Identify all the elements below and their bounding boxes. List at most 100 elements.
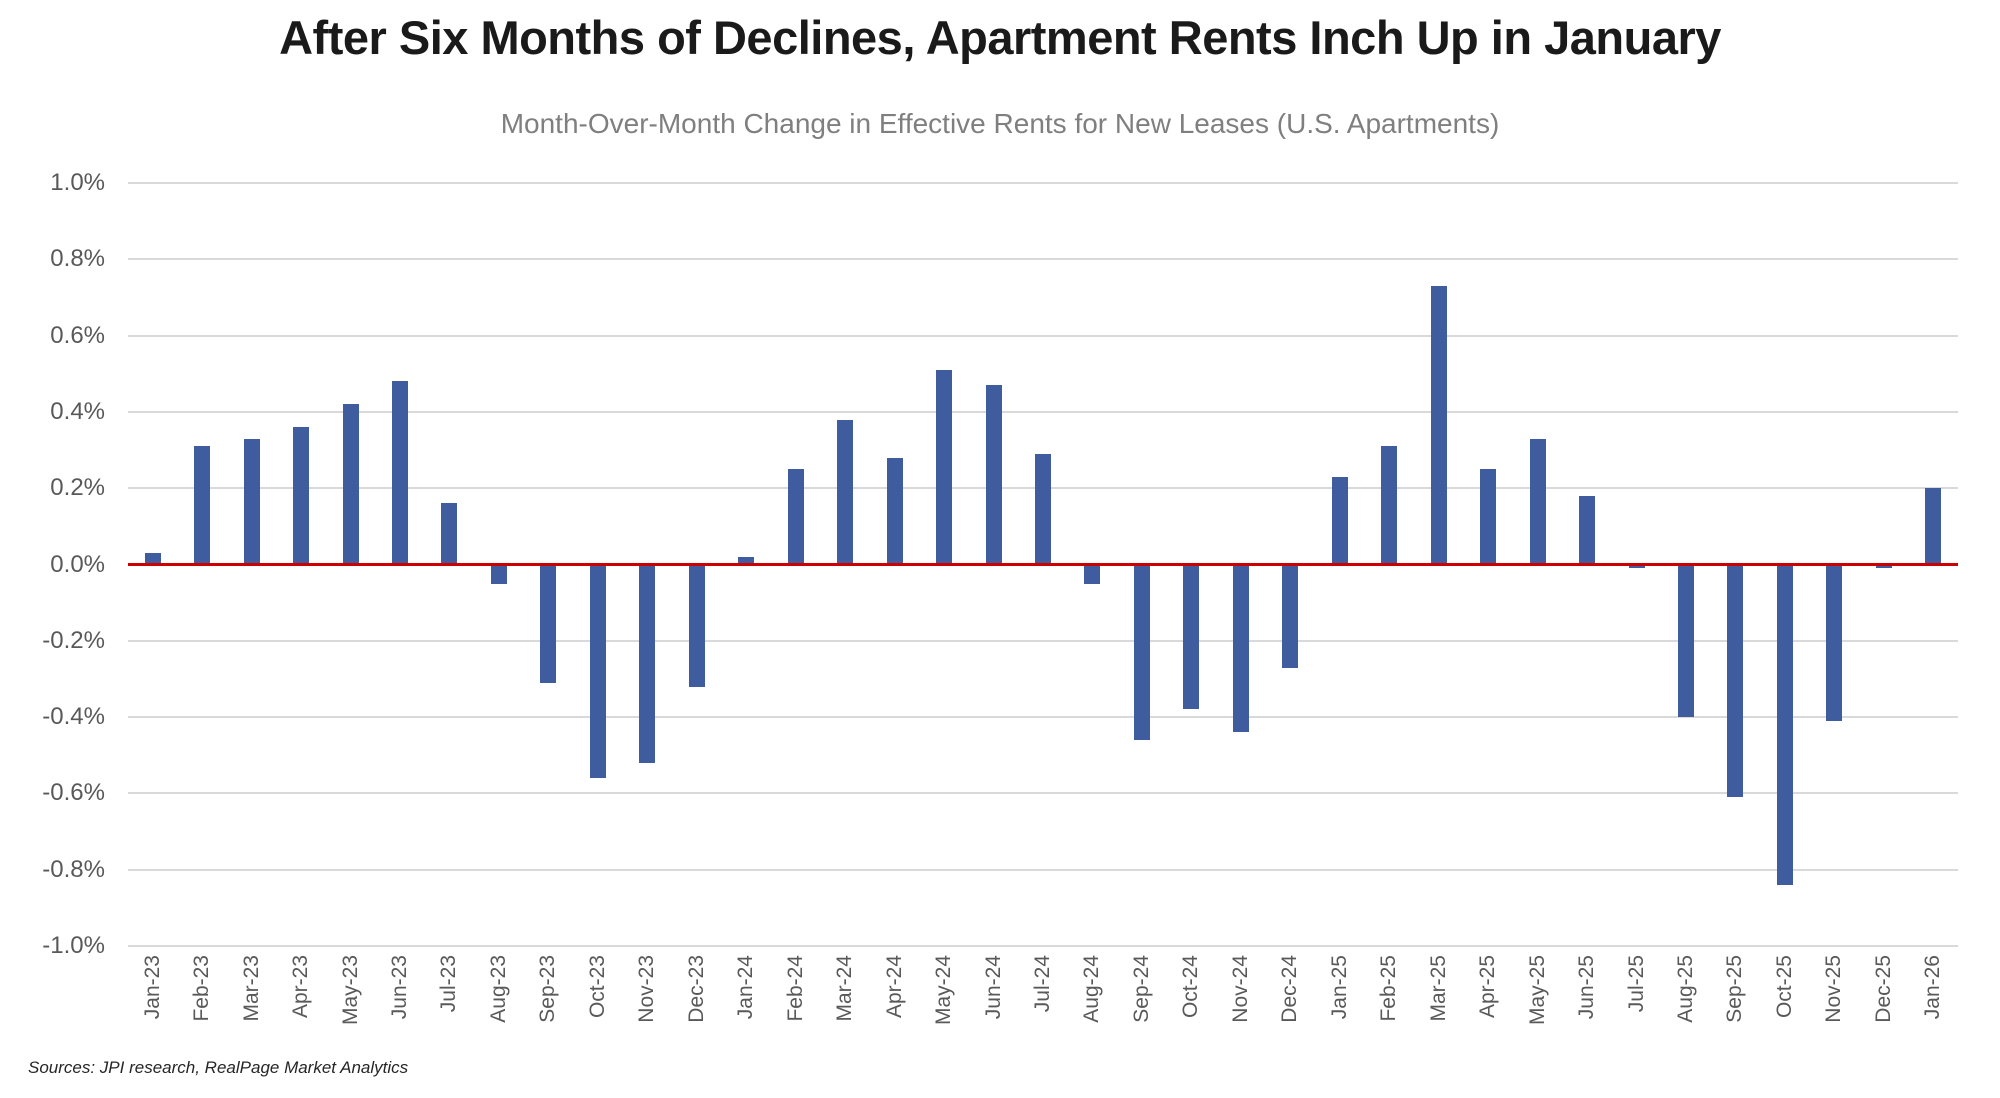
bar-Nov-25	[1826, 564, 1843, 721]
bar-Apr-25	[1480, 469, 1497, 565]
x-tick-label: May-24	[932, 955, 956, 1026]
y-tick-label: -0.8%	[42, 855, 105, 883]
x-tick-label: Jul-24	[1031, 955, 1054, 1013]
y-tick-label: -0.6%	[42, 779, 105, 807]
bar-Jan-23	[144, 553, 161, 565]
x-tick-label: Jan-25	[1327, 955, 1351, 1020]
gridline--0.8%	[128, 868, 1958, 871]
gridline-0.4%	[128, 410, 1958, 413]
gridline--0.4%	[128, 716, 1958, 719]
bar-May-23	[342, 404, 359, 565]
y-tick-label: 0.2%	[50, 474, 105, 502]
x-tick-label: Aug-25	[1673, 955, 1697, 1023]
source-note: Sources: JPI research, RealPage Market A…	[28, 1058, 409, 1077]
bar-Apr-24	[886, 457, 903, 565]
chart-title: After Six Months of Declines, Apartment …	[279, 11, 1721, 64]
x-tick-label: Sep-24	[1129, 955, 1153, 1023]
x-tick-label: May-25	[1525, 955, 1549, 1026]
x-tick-label: Apr-25	[1476, 955, 1500, 1019]
x-tick-label: Feb-23	[190, 955, 214, 1022]
gridline-0.8%	[128, 258, 1958, 261]
x-tick-label: May-23	[338, 955, 362, 1026]
bar-Jul-23	[441, 503, 458, 565]
x-tick-label: Jan-23	[140, 955, 164, 1020]
x-tick-label: Dec-24	[1278, 955, 1302, 1023]
bar-Sep-24	[1133, 564, 1150, 740]
x-tick-label: Dec-25	[1871, 955, 1895, 1023]
x-tick-label: Jun-25	[1575, 955, 1599, 1020]
x-tick-label: Jul-25	[1624, 955, 1648, 1013]
bar-May-24	[936, 369, 953, 565]
bar-Jun-25	[1579, 495, 1596, 565]
bar-Jan-26	[1925, 488, 1942, 565]
bar-Oct-25	[1776, 564, 1793, 885]
bar-Mar-23	[243, 438, 260, 565]
y-tick-label: 0.6%	[50, 321, 105, 349]
bar-Sep-25	[1727, 564, 1744, 798]
bar-Dec-24	[1282, 564, 1299, 668]
gridline-1.0%	[128, 182, 1958, 184]
x-tick-label: Aug-23	[486, 955, 510, 1023]
bar-Dec-25	[1875, 564, 1892, 569]
bar-Jul-25	[1628, 564, 1645, 569]
x-tick-label: Oct-23	[585, 955, 609, 1019]
x-tick-label: Jan-24	[734, 955, 758, 1020]
x-tick-label: Oct-24	[1179, 955, 1203, 1019]
x-tick-label: Jan-26	[1921, 955, 1945, 1020]
y-tick-label: 0.4%	[50, 397, 105, 425]
x-tick-label: Sep-25	[1723, 955, 1747, 1023]
bar-Aug-23	[490, 564, 507, 584]
chart-subtitle: Month-Over-Month Change in Effective Ren…	[500, 108, 1500, 139]
bar-Aug-24	[1084, 564, 1101, 584]
bar-Mar-24	[837, 419, 854, 565]
x-tick-label: Apr-23	[289, 955, 313, 1019]
bar-Oct-23	[589, 564, 606, 779]
bar-Oct-24	[1183, 564, 1200, 710]
x-tick-label: Jul-23	[437, 955, 461, 1013]
gridline-0.6%	[128, 334, 1958, 337]
x-tick-label: Sep-23	[536, 955, 560, 1023]
x-tick-label: Jun-23	[388, 955, 412, 1020]
x-tick-label: Feb-24	[783, 955, 807, 1022]
bar-Nov-23	[639, 564, 656, 763]
bar-Apr-23	[293, 427, 310, 565]
bar-Feb-25	[1381, 446, 1398, 565]
x-tick-label: Nov-25	[1822, 955, 1846, 1023]
bar-Feb-24	[787, 469, 804, 565]
bar-Sep-23	[540, 564, 557, 683]
bar-Dec-23	[688, 564, 705, 687]
bar-Jun-24	[985, 385, 1002, 565]
bar-Feb-23	[194, 446, 211, 565]
x-tick-label: Aug-24	[1080, 955, 1104, 1023]
bar-May-25	[1529, 438, 1546, 565]
x-tick-label: Dec-23	[684, 955, 708, 1023]
bar-Jan-24	[738, 556, 755, 565]
y-tick-label: 0.8%	[50, 245, 105, 273]
y-tick-label: 0.0%	[50, 550, 105, 578]
x-tick-label: Feb-25	[1377, 955, 1401, 1022]
zero-baseline	[128, 563, 1958, 566]
bar-Nov-24	[1232, 564, 1249, 733]
x-tick-label: Oct-25	[1772, 955, 1796, 1019]
bar-Jan-25	[1331, 476, 1348, 565]
gridline--0.6%	[128, 792, 1958, 795]
x-tick-label: Nov-23	[635, 955, 659, 1023]
x-tick-label: Mar-25	[1426, 955, 1450, 1022]
x-tick-label: Mar-23	[239, 955, 263, 1022]
gridline--0.2%	[128, 639, 1958, 642]
y-tick-label: -1.0%	[42, 932, 105, 959]
bar-Jul-24	[1035, 453, 1051, 565]
gridline--1.0%	[128, 945, 1958, 947]
x-tick-label: Apr-24	[882, 955, 906, 1019]
y-tick-label: -0.4%	[42, 703, 105, 731]
y-tick-label: 1.0%	[50, 169, 105, 196]
y-tick-label: -0.2%	[42, 626, 105, 654]
x-tick-label: Nov-24	[1228, 955, 1252, 1023]
x-tick-label: Mar-24	[833, 955, 857, 1022]
bar-Mar-25	[1430, 286, 1447, 565]
bar-Jun-23	[392, 381, 409, 565]
x-tick-label: Jun-24	[981, 955, 1005, 1020]
bar-Aug-25	[1677, 564, 1694, 718]
